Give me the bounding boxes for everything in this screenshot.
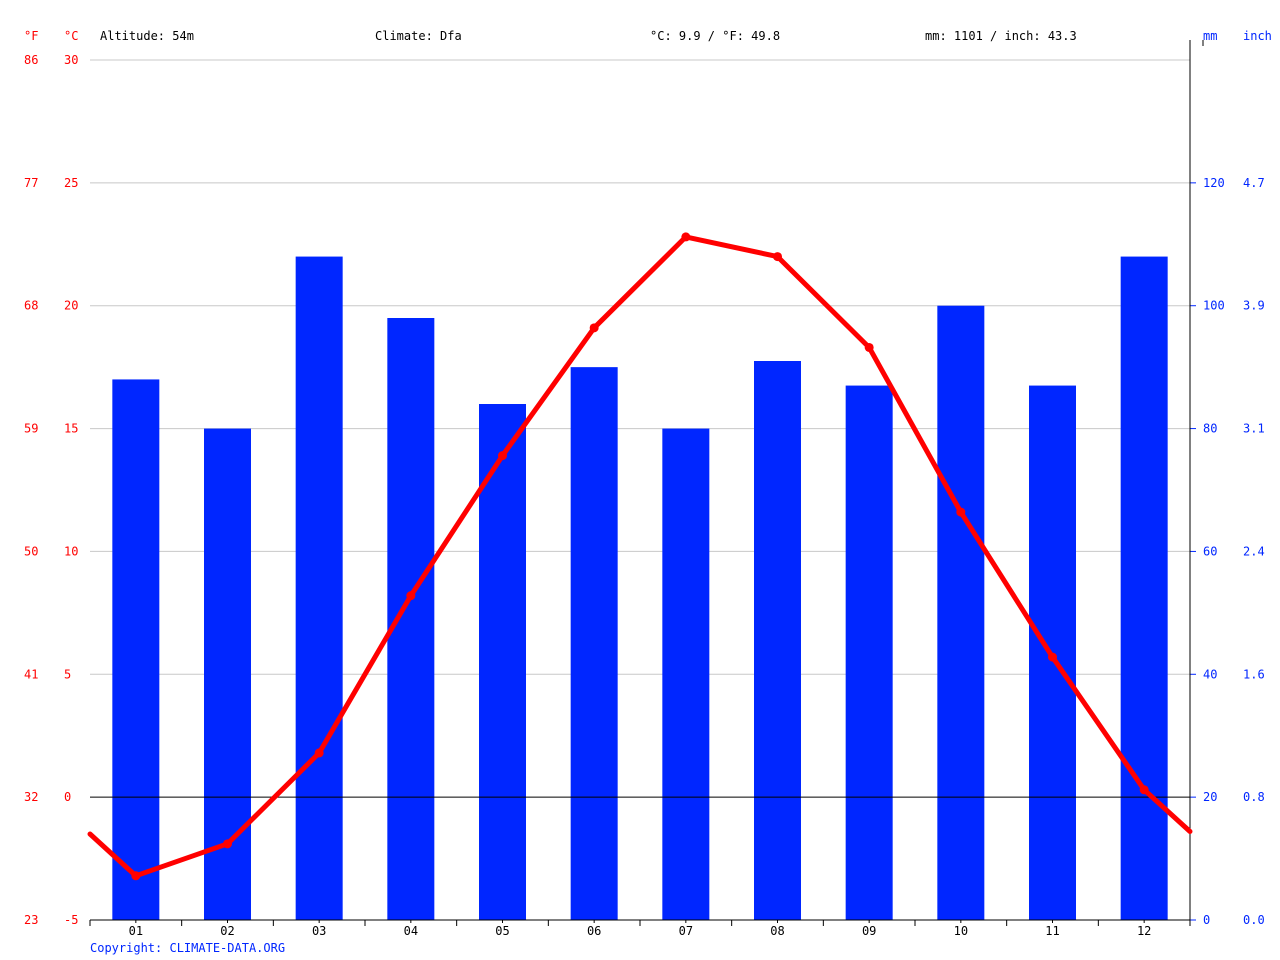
average-temperature-label: °C: 9.9 / °F: 49.8 bbox=[650, 29, 780, 43]
fahrenheit-tick-label: 23 bbox=[24, 913, 38, 927]
precipitation-bar bbox=[662, 428, 710, 920]
temperature-point bbox=[681, 232, 691, 242]
celsius-tick-label: 25 bbox=[64, 176, 78, 190]
temperature-line bbox=[87, 232, 1193, 881]
fahrenheit-tick-label: 68 bbox=[24, 299, 38, 313]
celsius-tick-label: 20 bbox=[64, 299, 78, 313]
month-tick-label: 07 bbox=[679, 924, 693, 938]
celsius-tick-label: 10 bbox=[64, 544, 78, 558]
fahrenheit-tick-label: 59 bbox=[24, 422, 38, 436]
inch-tick-label: 3.1 bbox=[1243, 422, 1265, 436]
fahrenheit-tick-label: 77 bbox=[24, 176, 38, 190]
temperature-point bbox=[773, 252, 782, 262]
temperature-point bbox=[406, 591, 416, 601]
temperature-series-line bbox=[87, 234, 1193, 879]
temperature-point bbox=[498, 451, 507, 461]
temperature-point bbox=[589, 323, 599, 333]
inch-tick-label: 0.8 bbox=[1243, 790, 1265, 804]
precipitation-bar bbox=[754, 361, 801, 920]
fahrenheit-tick-label: 86 bbox=[24, 53, 38, 67]
month-tick-label: 03 bbox=[312, 924, 326, 938]
month-tick-label: 06 bbox=[587, 924, 601, 938]
copyright-label: Copyright: CLIMATE-DATA.ORG bbox=[90, 941, 285, 955]
precipitation-bar bbox=[570, 367, 618, 921]
gridlines bbox=[90, 59, 1190, 675]
month-tick-label: 05 bbox=[495, 924, 509, 938]
celsius-unit-label: °C bbox=[64, 29, 78, 43]
inch-tick-label: 2.4 bbox=[1243, 544, 1265, 558]
mm-tick-label: 60 bbox=[1203, 544, 1217, 558]
temperature-point bbox=[131, 871, 141, 881]
climate-label: Climate: Dfa bbox=[375, 29, 462, 43]
celsius-tick-label: -5 bbox=[64, 913, 78, 927]
month-tick-label: 09 bbox=[862, 924, 876, 938]
temperature-point bbox=[223, 839, 232, 849]
tick-labels: -5 23 0 32 5 41 10 50 15 59 20 68 25 77 30 86 0 0.0 20 0.8 4… bbox=[24, 53, 1265, 938]
precipitation-bar bbox=[937, 305, 985, 920]
fahrenheit-tick-label: 50 bbox=[24, 544, 38, 558]
axes bbox=[89, 40, 1204, 926]
mm-tick-label: 0 bbox=[1203, 913, 1210, 927]
celsius-tick-label: 30 bbox=[64, 53, 78, 67]
mm-tick-label: 120 bbox=[1203, 176, 1225, 190]
mm-tick-label: 100 bbox=[1203, 299, 1225, 313]
precipitation-bar bbox=[112, 379, 160, 920]
temperature-point bbox=[956, 507, 966, 517]
inch-tick-label: 0.0 bbox=[1243, 913, 1265, 927]
mm-unit-label: mm bbox=[1203, 29, 1217, 43]
precipitation-bar bbox=[204, 428, 251, 920]
celsius-tick-label: 0 bbox=[64, 790, 71, 804]
precipitation-bar bbox=[479, 404, 526, 920]
precipitation-bar bbox=[1120, 256, 1168, 921]
mm-tick-label: 80 bbox=[1203, 422, 1217, 436]
temperature-point bbox=[864, 342, 874, 352]
month-tick-label: 02 bbox=[220, 924, 234, 938]
inch-tick-label: 1.6 bbox=[1243, 667, 1265, 681]
inch-tick-label: 3.9 bbox=[1243, 299, 1265, 313]
total-precipitation-label: mm: 1101 / inch: 43.3 bbox=[925, 29, 1077, 43]
celsius-tick-label: 15 bbox=[64, 422, 78, 436]
temperature-point bbox=[314, 748, 324, 758]
precipitation-bar bbox=[295, 256, 343, 921]
month-tick-label: 12 bbox=[1137, 924, 1151, 938]
precipitation-bar bbox=[845, 385, 893, 921]
celsius-tick-label: 5 bbox=[64, 667, 71, 681]
mm-tick-label: 40 bbox=[1203, 667, 1217, 681]
fahrenheit-tick-label: 32 bbox=[24, 790, 38, 804]
fahrenheit-unit-label: °F bbox=[24, 29, 38, 43]
month-tick-label: 08 bbox=[770, 924, 784, 938]
temperature-point bbox=[1048, 652, 1057, 662]
temperature-point bbox=[1139, 785, 1149, 795]
inch-unit-label: inch bbox=[1243, 29, 1272, 43]
precipitation-bars bbox=[112, 256, 1168, 921]
month-tick-label: 04 bbox=[404, 924, 418, 938]
month-tick-label: 01 bbox=[129, 924, 143, 938]
month-tick-label: 10 bbox=[954, 924, 968, 938]
mm-tick-label: 20 bbox=[1203, 790, 1217, 804]
altitude-label: Altitude: 54m bbox=[100, 29, 194, 43]
month-tick-label: 11 bbox=[1045, 924, 1059, 938]
fahrenheit-tick-label: 41 bbox=[24, 667, 38, 681]
inch-tick-label: 4.7 bbox=[1243, 176, 1265, 190]
